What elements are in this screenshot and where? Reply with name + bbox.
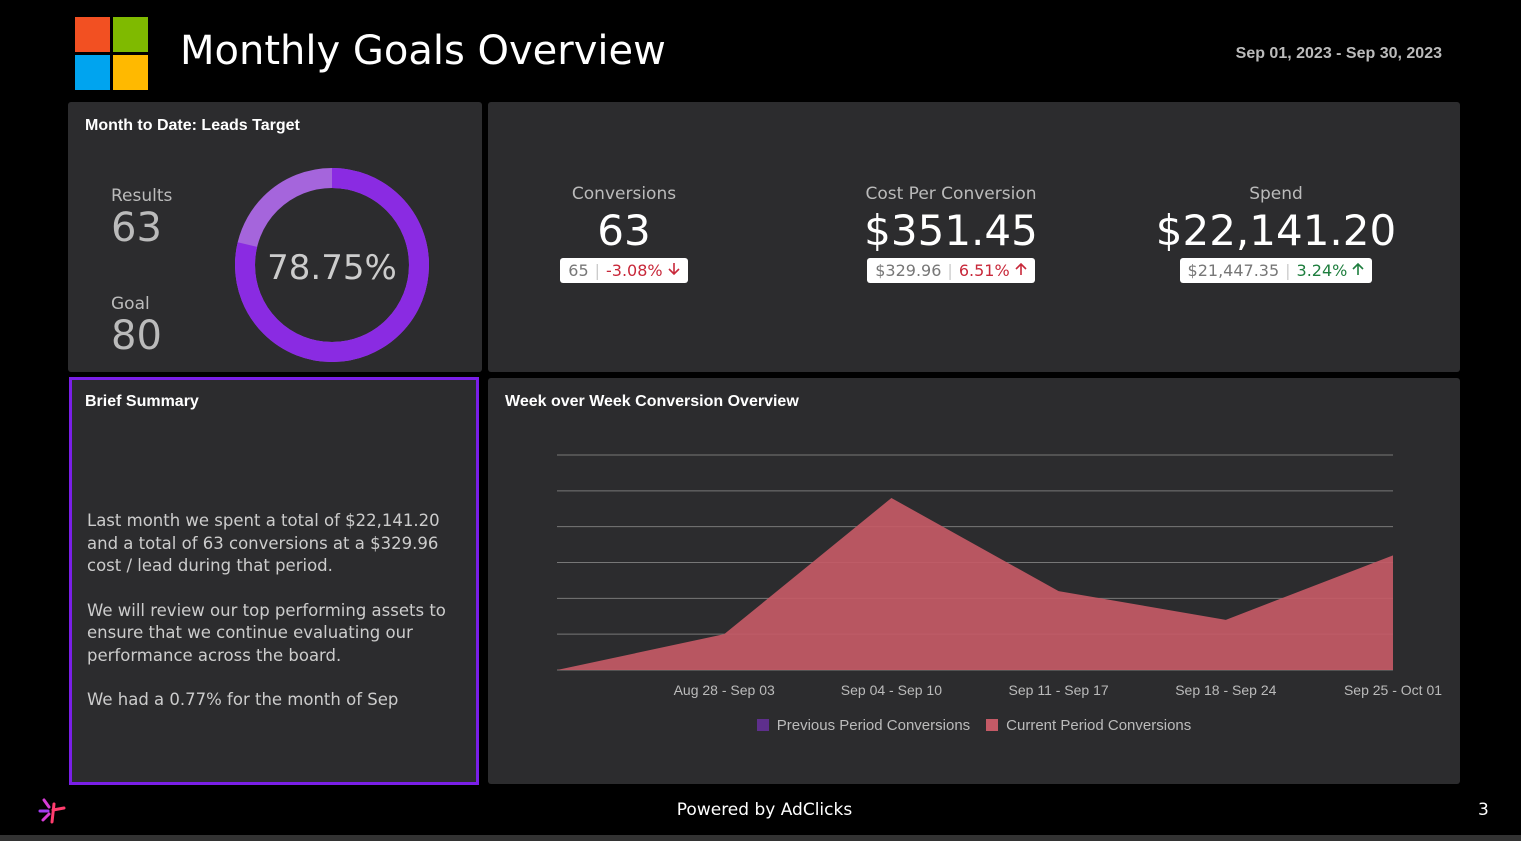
footer-text: Powered by AdClicks — [676, 800, 853, 820]
goal-value: 80 — [111, 313, 162, 359]
x-tick-label: Sep 18 - Sep 24 — [1175, 682, 1276, 698]
kpi-value: $22,141.20 — [1155, 206, 1397, 255]
separator: | — [947, 261, 953, 280]
adclicks-logo — [38, 798, 66, 824]
donut-progress — [235, 168, 429, 362]
legend-swatch — [756, 719, 769, 731]
kpi: Cost Per Conversion $351.45 $329.96 | 6.51… — [801, 184, 1101, 283]
kpi-value: 63 — [597, 206, 651, 255]
kpi-compare: $329.96 | 6.51% — [867, 258, 1035, 283]
kpi: Conversions 63 65 | -3.08% — [474, 184, 774, 283]
kpi-label: Cost Per Conversion — [865, 184, 1037, 204]
chart-title: Week over Week Conversion Overview — [505, 393, 799, 410]
kpi-previous: $329.96 — [875, 261, 942, 280]
kpi-label: Conversions — [571, 184, 677, 204]
x-tick-label: Sep 11 - Sep 17 — [1009, 682, 1109, 698]
legend-item: Current Period Conversions — [986, 717, 1191, 734]
separator: | — [1285, 261, 1291, 280]
panel-title: Brief Summary — [85, 393, 199, 410]
results-value: 63 — [111, 205, 162, 251]
results-label: Results — [111, 186, 173, 206]
legend-label: Current Period Conversions — [1006, 717, 1192, 734]
legend-swatch — [986, 719, 999, 731]
logo-square — [113, 17, 148, 52]
date-range: Sep 01, 2023 - Sep 30, 2023 — [1235, 45, 1442, 62]
page-title: Monthly Goals Overview — [180, 28, 666, 74]
panel — [68, 102, 482, 372]
separator: | — [594, 261, 601, 280]
panel — [488, 102, 1460, 372]
panel — [69, 377, 479, 785]
bottom-strip — [0, 835, 1521, 841]
arrow-up — [1352, 262, 1365, 275]
logo-square — [113, 55, 148, 90]
goal-label: Goal — [111, 294, 150, 314]
legend: Previous Period Conversions Current Perio… — [488, 717, 1460, 734]
kpi-value: $351.45 — [864, 206, 1038, 255]
legend-item: Previous Period Conversions — [756, 717, 971, 734]
kpi-previous: 65 — [568, 261, 589, 280]
area — [557, 498, 1393, 670]
panel-title: Month to Date: Leads Target — [85, 117, 300, 134]
donut-label: 78.75% — [267, 248, 397, 288]
summary-text: Last month we spent a total of $22,141.2… — [87, 510, 467, 734]
paragraph: We will review our top performing assets… — [87, 600, 446, 665]
kpi-label: Spend — [1249, 184, 1303, 204]
arrow-up — [1015, 262, 1027, 275]
kpi-previous: $21,447.35 — [1187, 261, 1280, 280]
kpi-change: 3.24% — [1296, 261, 1348, 280]
paragraph: Last month we spent a total of $22,141.2… — [87, 511, 440, 575]
kpi-change: -3.08% — [606, 261, 663, 280]
x-tick-label: Aug 28 - Sep 03 — [674, 682, 775, 698]
paragraph: We had a 0.77% for the month of Sep — [87, 690, 399, 709]
x-tick-label: Sep 25 - Oct 01 — [1344, 682, 1442, 698]
kpi-compare: $21,447.35 | 3.24% — [1179, 258, 1373, 283]
x-tick-label: Sep 04 - Sep 10 — [841, 682, 942, 698]
legend-label: Previous Period Conversions — [776, 717, 971, 734]
kpi-change: 6.51% — [958, 261, 1010, 280]
kpi-compare: 65 | -3.08% — [560, 258, 688, 283]
logo-square — [75, 55, 110, 90]
kpi: Spend $22,141.20 $21,447.35 | 3.24% — [1126, 184, 1426, 283]
page-number: 3 — [1478, 800, 1489, 820]
logo-square — [75, 17, 110, 52]
arrow-down — [668, 263, 680, 276]
